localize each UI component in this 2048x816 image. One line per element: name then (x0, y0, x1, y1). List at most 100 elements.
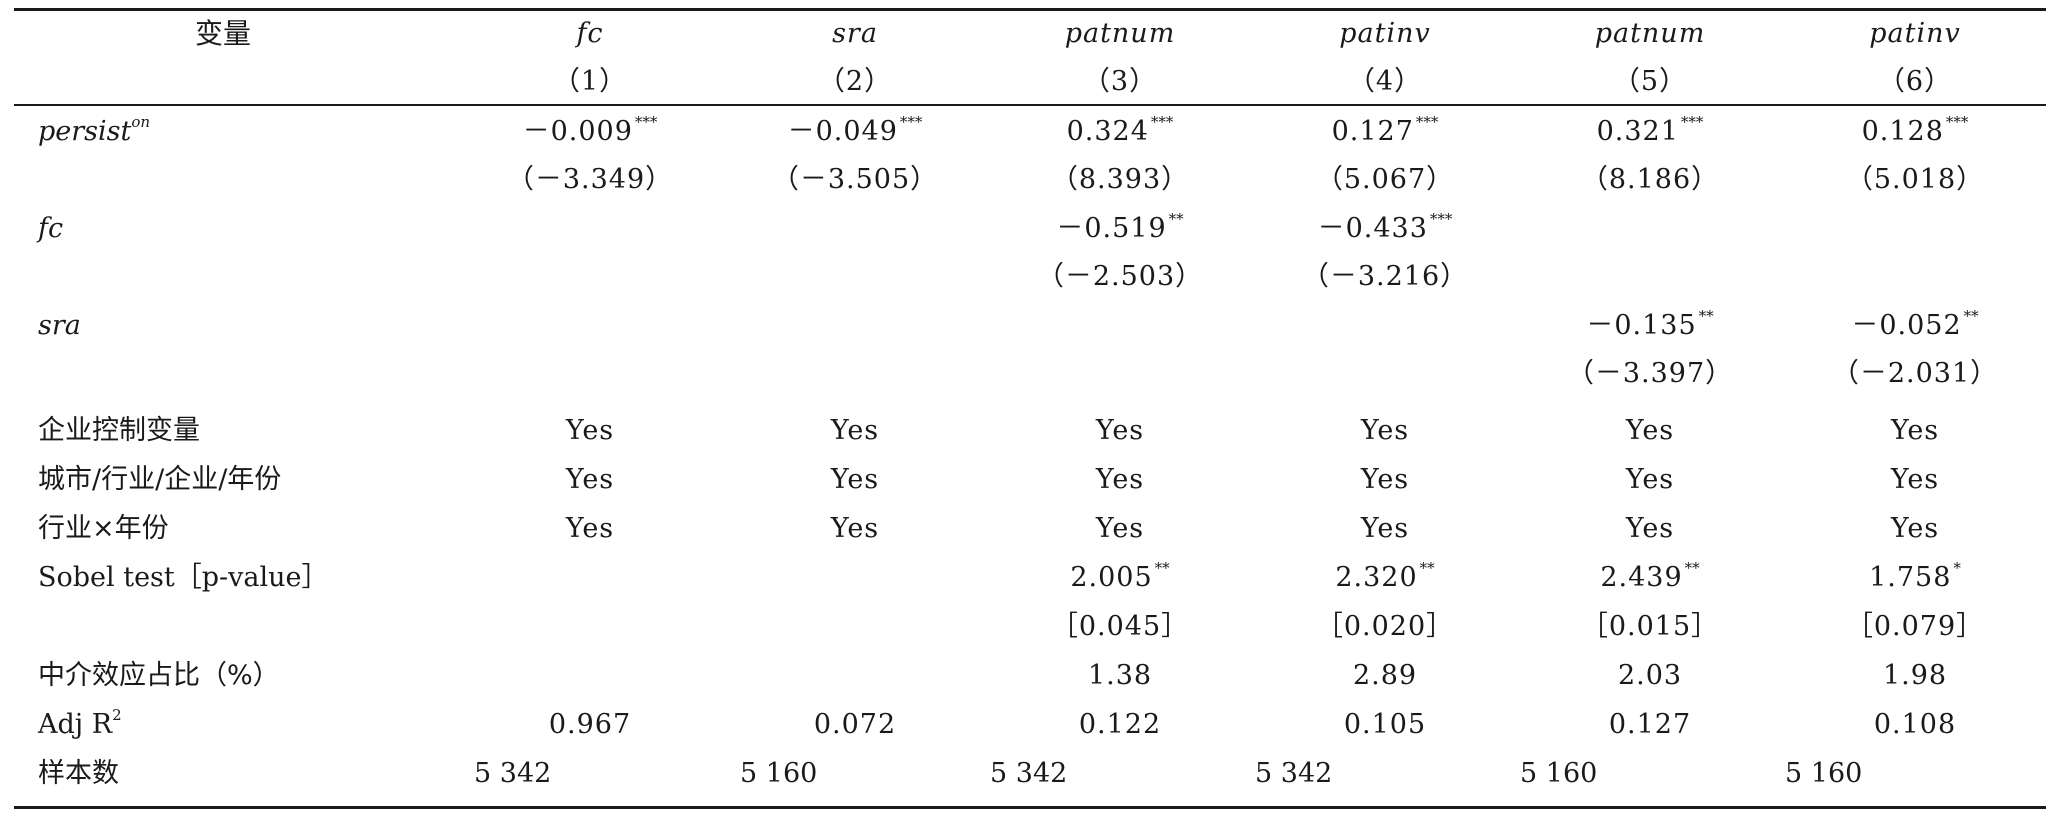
col-var-1: fc (576, 18, 604, 49)
pvalue-6: ［0.079］ (1845, 611, 1985, 642)
coef-persist-3: 0.324 *** (1066, 113, 1174, 147)
tstat-sra-5: （－3.397） (1566, 358, 1734, 389)
controls-3: Yes (1095, 415, 1145, 446)
coef-persist-5: 0.321 *** (1596, 113, 1704, 147)
controls-4: Yes (1360, 415, 1410, 446)
n-6: 5 160 (1785, 758, 1863, 789)
sobel-6: 1.758 * (1869, 559, 1961, 593)
col-num-6: （6） (1877, 66, 1953, 97)
adjr2-3: 0.122 (1078, 709, 1162, 740)
top-rule (14, 8, 2046, 11)
row-label-persist: persiston (38, 113, 151, 147)
pvalue-5: ［0.015］ (1580, 611, 1720, 642)
coef-fc-3: －0.519 ** (1056, 210, 1184, 244)
fe-2: Yes (830, 464, 880, 495)
row-label-mediation-share: 中介效应占比（%） (38, 660, 280, 691)
row-label-sobel: Sobel test［p-value］ (38, 562, 329, 593)
tstat-persist-5: （8.186） (1580, 164, 1720, 195)
adjr2-6: 0.108 (1873, 709, 1957, 740)
pvalue-4: ［0.020］ (1315, 611, 1455, 642)
row-label-sra: sra (38, 310, 81, 341)
header-row-vars: 变量 fc sra patnum patinv patnum patinv (0, 12, 2048, 56)
adjr2-4: 0.105 (1343, 709, 1427, 740)
tstat-persist-1: （－3.349） (506, 164, 674, 195)
adjr2-2: 0.072 (813, 709, 897, 740)
bottom-rule (14, 806, 2046, 809)
row-label-sample-size: 样本数 (38, 758, 119, 789)
adjr2-5: 0.127 (1608, 709, 1692, 740)
fe-6: Yes (1890, 464, 1940, 495)
adjr2-1: 0.967 (548, 709, 632, 740)
row-label-industry-year: 行业×年份 (38, 513, 169, 544)
col-var-5: patnum (1594, 18, 1706, 49)
controls-6: Yes (1890, 415, 1940, 446)
tstat-sra-6: （－2.031） (1831, 358, 1999, 389)
ind-year-3: Yes (1095, 513, 1145, 544)
tstat-persist-4: （5.067） (1315, 164, 1455, 195)
mediation-3: 1.38 (1087, 660, 1153, 691)
col-var-2: sra (832, 18, 878, 49)
row-mediation-share: 中介效应占比（%） 1.38 2.89 2.03 1.98 (0, 654, 2048, 698)
ind-year-2: Yes (830, 513, 880, 544)
row-sample-size: 样本数 5 342 5 160 5 342 5 342 5 160 5 160 (0, 752, 2048, 796)
col-num-5: （5） (1612, 66, 1688, 97)
row-persist-coef: persiston －0.009 *** －0.049 *** 0.324 *** 0… (0, 110, 2048, 154)
coef-persist-6: 0.128 *** (1861, 113, 1969, 147)
tstat-fc-3: （－2.503） (1036, 261, 1204, 292)
col-var-6: patinv (1869, 18, 1961, 49)
row-sobel: Sobel test［p-value］ 2.005 ** 2.320 ** 2.43… (0, 556, 2048, 600)
fe-5: Yes (1625, 464, 1675, 495)
n-1: 5 342 (474, 758, 552, 789)
row-sra-tstat: （－3.397） （－2.031） (0, 352, 2048, 396)
mediation-4: 2.89 (1352, 660, 1418, 691)
coef-sra-6: －0.052 ** (1851, 307, 1979, 341)
coef-sra-5: －0.135 ** (1586, 307, 1714, 341)
col-num-2: （2） (817, 66, 893, 97)
sobel-3: 2.005 ** (1070, 559, 1170, 593)
ind-year-1: Yes (565, 513, 615, 544)
col-var-3: patnum (1064, 18, 1176, 49)
sobel-4: 2.320 ** (1335, 559, 1435, 593)
sobel-5: 2.439 ** (1600, 559, 1700, 593)
controls-2: Yes (830, 415, 880, 446)
controls-1: Yes (565, 415, 615, 446)
coef-persist-1: －0.009 *** (522, 113, 658, 147)
row-label-fc: fc (38, 213, 64, 244)
col-num-4: （4） (1347, 66, 1423, 97)
tstat-persist-2: （－3.505） (771, 164, 939, 195)
row-label-adj-r2: Adj R2 (38, 706, 122, 740)
row-fc-coef: fc －0.519 ** －0.433 *** (0, 207, 2048, 251)
row-industry-year: 行业×年份 Yes Yes Yes Yes Yes Yes (0, 507, 2048, 551)
coef-fc-4: －0.433 *** (1317, 210, 1453, 244)
ind-year-5: Yes (1625, 513, 1675, 544)
controls-5: Yes (1625, 415, 1675, 446)
tstat-persist-3: （8.393） (1050, 164, 1190, 195)
n-3: 5 342 (990, 758, 1068, 789)
mediation-6: 1.98 (1882, 660, 1948, 691)
row-controls: 企业控制变量 Yes Yes Yes Yes Yes Yes (0, 409, 2048, 453)
row-adj-r2: Adj R2 0.967 0.072 0.122 0.105 0.127 0.1… (0, 703, 2048, 747)
coef-persist-2: －0.049 *** (787, 113, 923, 147)
fe-4: Yes (1360, 464, 1410, 495)
variable-header: 变量 (195, 17, 252, 50)
ind-year-6: Yes (1890, 513, 1940, 544)
col-var-4: patinv (1339, 18, 1431, 49)
coef-persist-4: 0.127 *** (1331, 113, 1439, 147)
ind-year-4: Yes (1360, 513, 1410, 544)
row-fc-tstat: （－2.503） （－3.216） (0, 255, 2048, 299)
row-label-controls: 企业控制变量 (38, 415, 200, 446)
n-2: 5 160 (740, 758, 818, 789)
header-rule (14, 104, 2046, 106)
col-num-3: （3） (1082, 66, 1158, 97)
header-row-nums: （1） （2） （3） （4） （5） （6） (0, 60, 2048, 104)
col-num-1: （1） (552, 66, 628, 97)
tstat-persist-6: （5.018） (1845, 164, 1985, 195)
row-sobel-pvalue: ［0.045］ ［0.020］ ［0.015］ ［0.079］ (0, 605, 2048, 649)
row-fixed-effects: 城市/行业/企业/年份 Yes Yes Yes Yes Yes Yes (0, 458, 2048, 502)
pvalue-3: ［0.045］ (1050, 611, 1190, 642)
fe-1: Yes (565, 464, 615, 495)
mediation-5: 2.03 (1617, 660, 1683, 691)
fe-3: Yes (1095, 464, 1145, 495)
tstat-fc-4: （－3.216） (1301, 261, 1469, 292)
n-5: 5 160 (1520, 758, 1598, 789)
